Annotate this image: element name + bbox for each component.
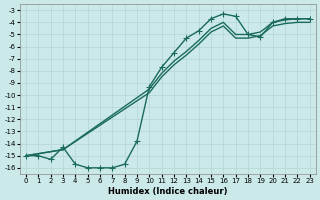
X-axis label: Humidex (Indice chaleur): Humidex (Indice chaleur) <box>108 187 228 196</box>
